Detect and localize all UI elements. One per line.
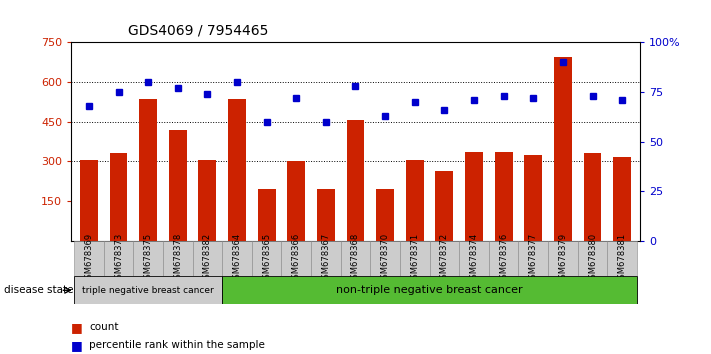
Text: GSM678377: GSM678377 [529,233,538,284]
Bar [577,241,607,276]
Bar [465,152,483,241]
Text: ■: ■ [71,339,83,352]
Bar [554,57,572,241]
Bar [163,241,193,276]
Text: GSM678370: GSM678370 [380,233,390,284]
Bar [584,154,602,241]
Text: GSM678378: GSM678378 [173,233,182,284]
Bar [548,241,577,276]
Text: GSM678375: GSM678375 [144,233,153,284]
Bar [459,241,488,276]
Bar [257,189,275,241]
Bar [524,155,542,241]
Bar [252,241,282,276]
Bar [222,241,252,276]
Bar [406,160,424,241]
Bar [400,241,429,276]
Bar [376,189,394,241]
Text: GSM678366: GSM678366 [292,233,301,284]
Text: GSM678381: GSM678381 [618,233,626,284]
Bar [104,241,134,276]
Text: GSM678382: GSM678382 [203,233,212,284]
Text: GSM678369: GSM678369 [85,233,93,284]
Text: GSM678379: GSM678379 [558,233,567,284]
Text: percentile rank within the sample: percentile rank within the sample [89,340,264,350]
Bar [495,152,513,241]
Text: triple negative breast cancer: triple negative breast cancer [82,286,214,295]
Bar [613,158,631,241]
Text: non-triple negative breast cancer: non-triple negative breast cancer [336,285,523,295]
Text: ■: ■ [71,321,83,334]
Bar [139,99,157,241]
Text: GDS4069 / 7954465: GDS4069 / 7954465 [128,23,268,37]
Bar [435,171,454,241]
Bar [282,241,311,276]
Bar [488,241,518,276]
Bar [222,276,637,304]
Bar [228,99,246,241]
Bar [370,241,400,276]
Text: GSM678376: GSM678376 [499,233,508,284]
Text: GSM678374: GSM678374 [469,233,479,284]
Text: GSM678367: GSM678367 [321,233,331,284]
Text: disease state: disease state [4,285,73,295]
Text: GSM678380: GSM678380 [588,233,597,284]
Bar [346,120,364,241]
Bar [518,241,548,276]
Bar [341,241,370,276]
Bar [134,241,163,276]
Text: GSM678364: GSM678364 [232,233,242,284]
Bar [198,160,216,241]
Bar [74,241,104,276]
Bar [74,276,222,304]
Bar [311,241,341,276]
Text: GSM678368: GSM678368 [351,233,360,284]
Bar [109,154,127,241]
Text: GSM678372: GSM678372 [440,233,449,284]
Bar [607,241,637,276]
Bar [169,130,186,241]
Text: GSM678365: GSM678365 [262,233,271,284]
Text: GSM678371: GSM678371 [410,233,419,284]
Bar [287,161,305,241]
Bar [317,189,335,241]
Bar [429,241,459,276]
Text: count: count [89,322,118,332]
Bar [80,160,97,241]
Bar [193,241,222,276]
Text: GSM678373: GSM678373 [114,233,123,284]
